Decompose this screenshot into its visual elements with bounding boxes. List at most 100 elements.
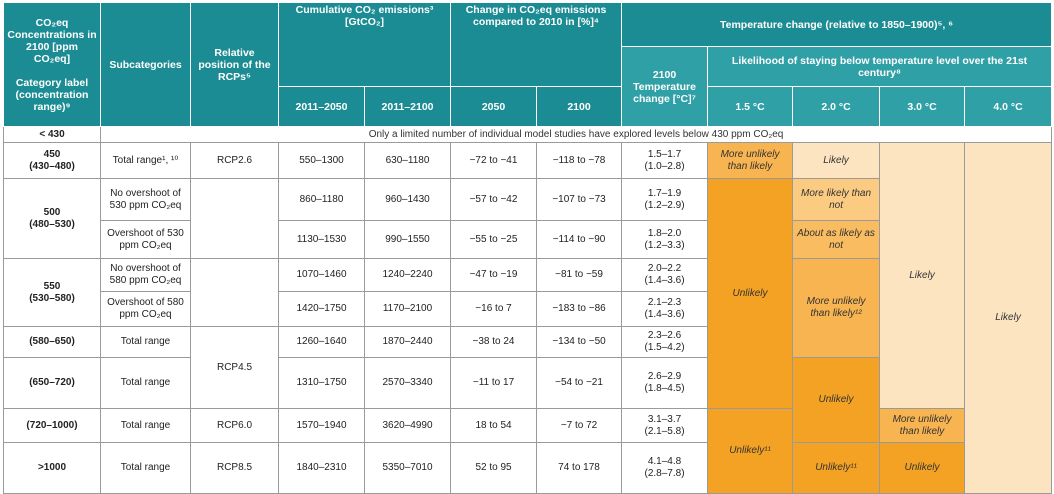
likelihood-cell: Unlikely (792, 357, 881, 443)
category-range: (480–530) (29, 218, 75, 230)
value-cell: 1420–1750 (278, 291, 365, 327)
category-cell: >1000 (3, 442, 101, 494)
likelihood-cell: Likely (879, 142, 966, 409)
likelihood-cell: About as likely as not (792, 220, 881, 259)
value-cell: −38 to 24 (450, 326, 538, 358)
category-range: (580–650) (29, 336, 75, 347)
category-cell: (720–1000) (3, 408, 101, 443)
value-cell: 2570–3340 (363, 357, 452, 409)
category-range: (650–720) (29, 377, 75, 388)
temperature-cell: 1.7–1.9 (1.2–2.9) (621, 178, 709, 221)
value-cell: 3620–4990 (363, 408, 452, 443)
header-cell: 3.0 °C (879, 86, 966, 127)
temperature-cell: 2.1–2.3 (1.4–3.6) (621, 291, 709, 327)
temperature-range: (1.2–2.9) (644, 199, 685, 211)
table-row: Overshoot of 530 ppm CO₂eq 1130–1530 990–1… (4, 220, 1052, 259)
value-cell: −81 to −59 (536, 258, 623, 292)
temperature-range: (2.8–7.8) (644, 468, 685, 479)
value-cell: 1170–2100 (363, 291, 452, 327)
rcp-cell: RCP6.0 (190, 408, 279, 443)
category-range: (530–580) (29, 292, 75, 304)
value-cell: 1870–2440 (363, 326, 452, 358)
table-row: (720–1000) Total range RCP6.0 1570–1940 3620… (3, 408, 1052, 494)
temperature-median: 2.1–2.3 (647, 297, 682, 308)
category-cell: 500 (480–530) (3, 178, 101, 259)
likelihood-cell: Unlikely (879, 442, 966, 494)
subcategory-cell: Overshoot of 580 ppm CO₂eq (100, 291, 191, 327)
header-cell: 2100 Temperature change [°C]⁷ (621, 46, 709, 127)
header-cell: 2050 (450, 86, 538, 127)
value-cell: 1570–1940 (278, 408, 365, 443)
temperature-range: (1.5–4.2) (644, 342, 685, 353)
value-cell: 18 to 54 (450, 408, 538, 443)
rcp-cell: RCP8.5 (190, 442, 279, 494)
temperature-median: 4.1–4.8 (647, 456, 682, 467)
temperature-median: 2.6–2.9 (647, 371, 682, 382)
header-cell: Subcategories (100, 2, 191, 127)
header-cell: 2011–2050 (278, 86, 365, 127)
category-range: (720–1000) (26, 419, 78, 431)
temperature-median: 2.3–2.6 (647, 330, 682, 341)
subcategory-cell: Total range (100, 442, 191, 494)
value-cell: −134 to −50 (536, 326, 623, 358)
table-row: (580–650) Total range RCP4.5 1260–1640 1870–… (3, 326, 1052, 409)
value-cell: −55 to −25 (450, 220, 538, 259)
temperature-cell: 2.6–2.9 (1.8–4.5) (621, 357, 709, 409)
value-cell: 5350–7010 (363, 442, 452, 494)
table-row: 500 (480–530) No overshoot of 530 ppm CO₂e… (3, 178, 1052, 409)
note-cell: Only a limited number of individual mode… (99, 126, 1053, 143)
value-cell: −107 to −73 (536, 178, 623, 221)
value-cell: −7 to 72 (536, 408, 623, 443)
subcategory-cell: Total range¹, ¹⁰ (100, 142, 191, 179)
subcategory-cell: No overshoot of 580 ppm CO₂eq (100, 258, 191, 292)
likelihood-cell: More unlikely than likely (707, 142, 794, 179)
value-cell: 1240–2240 (363, 258, 452, 292)
value-cell: −16 to 7 (450, 291, 538, 327)
value-cell: 1310–1750 (278, 357, 365, 409)
likelihood-cell: Likely (964, 142, 1053, 494)
value-cell: 1070–1460 (278, 258, 365, 292)
subcategory-cell: Total range (100, 357, 191, 409)
header-cell: 2011–2100 (363, 86, 452, 127)
rcp-cell: RCP2.6 (190, 142, 279, 179)
temperature-range: (1.8–4.5) (644, 383, 685, 394)
temperature-cell: 4.1–4.8 (2.8–7.8) (621, 442, 709, 494)
temperature-cell: 3.1–3.7 (2.1–5.8) (621, 408, 709, 443)
value-cell: 960–1430 (363, 178, 452, 221)
header-cell: Temperature change (relative to 1850–190… (621, 2, 1053, 47)
header-cell: 2.0 °C (792, 86, 881, 127)
category-range: (430–480) (29, 160, 75, 172)
table-row: 450 (430–480) Total range¹, ¹⁰ RCP2.6 550–13… (3, 142, 1053, 494)
rcp-cell (190, 258, 279, 327)
value-cell: −47 to −19 (450, 258, 538, 292)
category-cell: (580–650) (3, 326, 101, 358)
category-cell: 450 (430–480) (3, 142, 101, 179)
value-cell: −72 to −41 (450, 142, 538, 179)
temperature-range: (1.2–3.3) (644, 239, 685, 251)
temperature-median: 2.0–2.2 (647, 263, 682, 274)
value-cell: −57 to −42 (450, 178, 538, 221)
header-cell: 1.5 °C (707, 86, 794, 127)
value-cell: 1130–1530 (278, 220, 365, 259)
temperature-median: 1.5–1.7 (647, 148, 682, 160)
table-row: (650–720) Total range 1310–1750 2570–3340 −1… (3, 357, 1052, 443)
likelihood-cell: Unlikely¹¹ (707, 408, 794, 494)
value-cell: −54 to −21 (536, 357, 623, 409)
temperature-range: (1.4–3.6) (644, 309, 685, 320)
category-value: 450 (43, 148, 61, 160)
header-text: CO₂eq Concentrations in 2100 [ppm CO₂eq] (7, 16, 97, 65)
value-cell: 1260–1640 (278, 326, 365, 358)
category-value: 550 (43, 280, 61, 292)
value-cell: −114 to −90 (536, 220, 623, 259)
subcategory-cell: Total range (100, 408, 191, 443)
category-cell: < 430 (3, 126, 101, 143)
rcp-cell (190, 178, 279, 259)
value-cell: −118 to −78 (536, 142, 623, 179)
category-value: 500 (43, 206, 61, 218)
scenario-table: CO₂eq Concentrations in 2100 [ppm CO₂eq]… (3, 2, 1053, 494)
header-cell: Likelihood of staying below temperature … (707, 46, 1053, 87)
value-cell: 550–1300 (278, 142, 365, 179)
temperature-cell: 1.5–1.7 (1.0–2.8) (621, 142, 709, 179)
header-cell: Change in CO₂eq emissions compared to 20… (450, 2, 623, 87)
